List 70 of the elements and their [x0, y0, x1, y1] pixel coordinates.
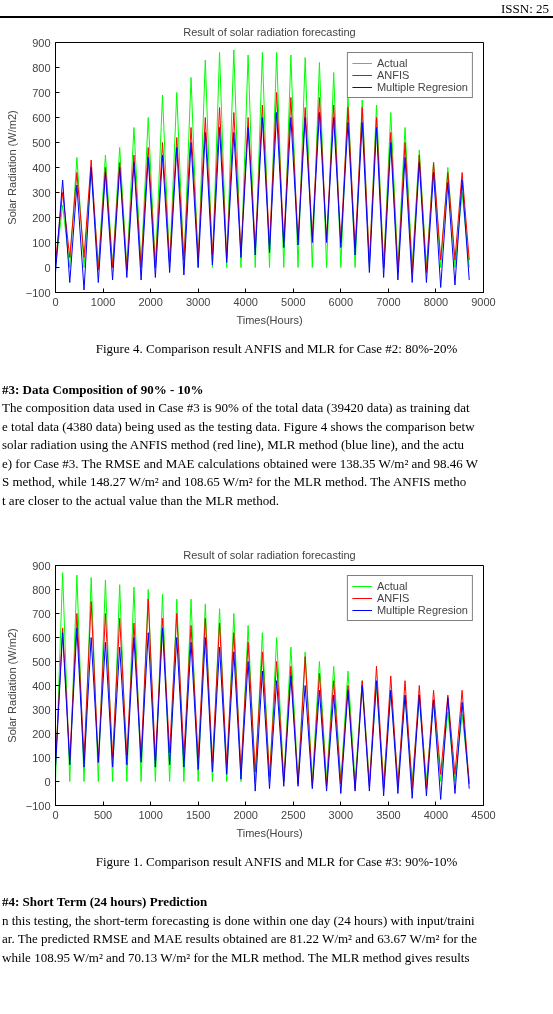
text: n this testing, the short-term forecasting is done within one day (24 hours) with input/traini: [2, 911, 475, 930]
y-tick-label: 100: [32, 751, 51, 763]
x-tick-label: 7000: [376, 295, 401, 308]
text: S method, while 148.27 W/m² and 108.65 W/m² for the MLR method. The ANFIS metho: [2, 473, 467, 492]
y-tick-label: 400: [32, 161, 51, 174]
y-tick-label: 900: [32, 559, 51, 571]
x-axis-title: Times(Hours): [236, 826, 303, 838]
x-tick-label: 500: [93, 808, 113, 820]
legend-label: Multiple Regresion: [376, 81, 468, 93]
x-tick-label: 2000: [138, 295, 163, 308]
y-tick-label: 500: [32, 136, 51, 149]
caption: Figure 4. Comparison result ANFIS and MLR for Case #2: 80%-20%: [95, 340, 458, 358]
y-tick-label: −100: [25, 286, 51, 299]
y-tick-label: 100: [32, 236, 51, 249]
x-axis-title: Times(Hours): [236, 313, 303, 326]
text: while 108.95 W/m² and 70.13 W/m² for the MLR method. The MLR method gives results: [2, 948, 470, 967]
x-tick-label: 2000: [233, 808, 258, 820]
text: e) for Case #3. The RMSE and MAE calculations obtained were 138.35 W/m² and 98.46 W: [2, 454, 479, 473]
line-series: [55, 112, 470, 291]
chart-title: Result of solar radiation forecasting: [183, 548, 356, 560]
text: #3: Data Composition of 90% - 10%: [2, 380, 204, 399]
x-tick-label: 9000: [471, 295, 496, 308]
text: e total data (4380 data) being used as the testing data. Figure 4 shows the comparison betw: [2, 417, 475, 436]
legend-label: Actual: [376, 57, 408, 69]
y-tick-label: −100: [25, 799, 51, 811]
x-tick-label: 5000: [281, 295, 306, 308]
caption: Figure 1. Comparison result ANFIS and MLR for Case #3: 90%-10%: [95, 852, 458, 871]
x-tick-label: 8000: [423, 295, 449, 308]
x-tick-label: 4500: [471, 808, 496, 820]
y-tick-label: 800: [32, 583, 51, 595]
x-tick-label: 4000: [233, 295, 258, 308]
y-tick-label: 200: [32, 211, 51, 224]
text: ar. The predicted RMSE and MAE results obtained are 81.22 W/m² and 63.67 W/m² for the: [2, 930, 477, 949]
y-tick-label: 300: [32, 186, 51, 199]
y-tick-label: 700: [32, 607, 51, 619]
x-tick-label: 6000: [328, 295, 354, 308]
legend-label: ANFIS: [376, 591, 410, 604]
text: The composition data used in Case #3 is 90% of the total data (39420 data) as training dat: [2, 399, 470, 418]
x-tick-label: 1500: [185, 808, 211, 820]
x-tick-label: 0: [52, 295, 59, 308]
x-tick-label: 4000: [423, 808, 449, 820]
y-tick-label: 500: [32, 655, 51, 667]
text: solar radiation using the ANFIS method (red line), MLR method (blue line), and the actu: [2, 436, 465, 455]
x-tick-label: 3000: [328, 808, 354, 820]
y-tick-label: 800: [32, 61, 51, 74]
y-tick-label: 700: [32, 86, 51, 99]
x-tick-label: 3500: [376, 808, 401, 820]
y-tick-label: 200: [32, 727, 51, 739]
y-tick-label: 400: [32, 679, 51, 691]
line-series: [55, 626, 470, 800]
y-axis-title: Solar Radiation (W/m2): [5, 110, 18, 225]
y-tick-label: 900: [32, 36, 51, 49]
legend-label: Multiple Regresion: [376, 603, 468, 616]
text: t are closer to the actual value than the MLR method.: [2, 491, 279, 510]
x-tick-label: 3000: [185, 295, 211, 308]
y-tick-label: 300: [32, 703, 51, 715]
legend-label: Actual: [376, 579, 408, 592]
y-tick-label: 600: [32, 631, 51, 643]
text: ISSN: 25: [500, 0, 549, 18]
y-tick-label: 0: [44, 775, 51, 787]
x-tick-label: 1000: [138, 808, 163, 820]
y-tick-label: 0: [44, 261, 51, 274]
legend-label: ANFIS: [376, 69, 410, 81]
text: #4: Short Term (24 hours) Prediction: [2, 893, 208, 912]
x-tick-label: 1000: [90, 295, 116, 308]
x-tick-label: 2500: [281, 808, 306, 820]
y-axis-title: Solar Radiation (W/m2): [5, 627, 18, 743]
chart-title: Result of solar radiation forecasting: [183, 25, 356, 38]
y-tick-label: 600: [32, 111, 51, 124]
x-tick-label: 0: [52, 808, 59, 820]
